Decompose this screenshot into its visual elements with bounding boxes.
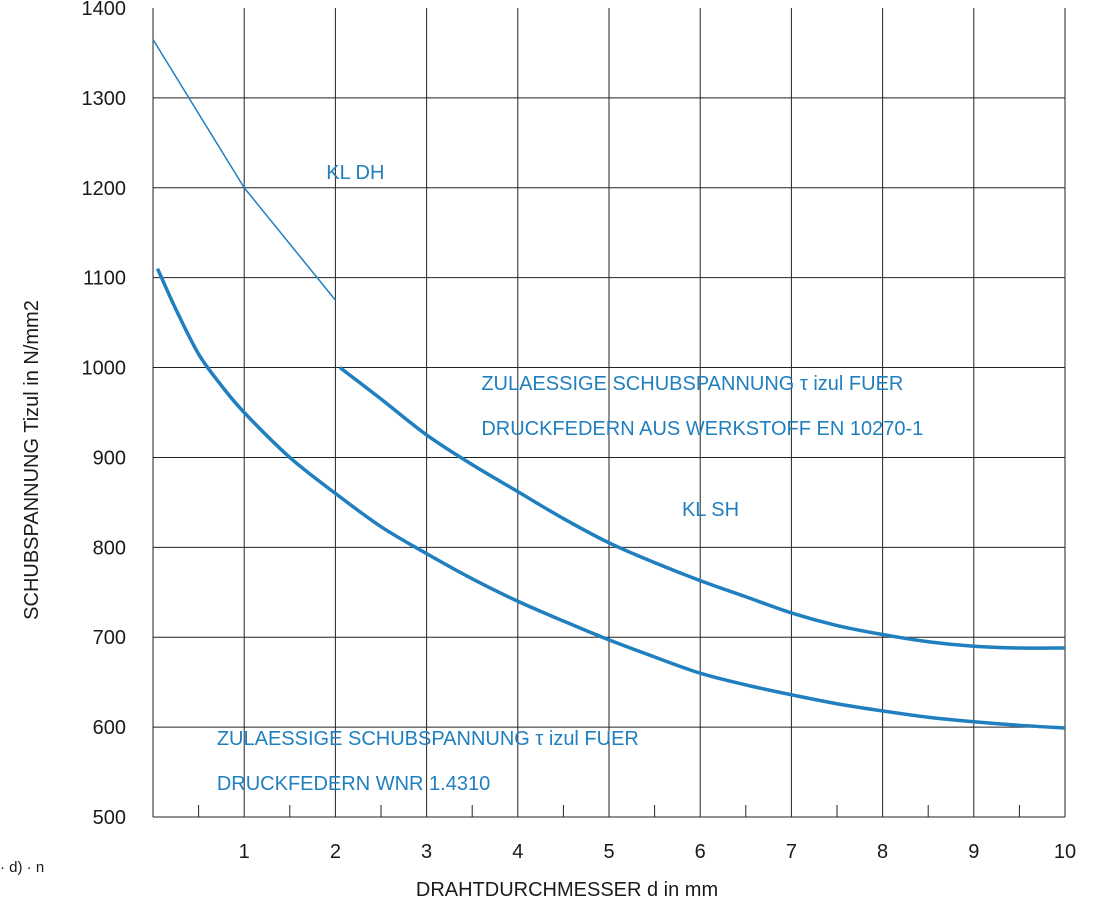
grid-layer xyxy=(152,8,1066,818)
y-tick-label: 600 xyxy=(93,717,126,739)
y-tick-label: 900 xyxy=(93,447,126,469)
y-tick-label: 1400 xyxy=(82,0,127,20)
x-tick-label: 8 xyxy=(877,841,888,863)
y-tick-label: 1100 xyxy=(83,268,126,290)
x-tick-label: 4 xyxy=(512,841,523,863)
annotation-label: ZULAESSIGE SCHUBSPANNUNG τ izul FUER xyxy=(217,728,639,750)
series-line xyxy=(338,366,1066,650)
x-tick-label: 7 xyxy=(786,841,797,863)
x-tick-label: 9 xyxy=(968,841,979,863)
y-tick-label: 800 xyxy=(93,537,126,559)
series-line xyxy=(152,39,336,301)
x-tick-label: 5 xyxy=(603,841,614,863)
y-tick-label: 1300 xyxy=(82,88,127,110)
annotation-label: KL DH xyxy=(326,162,384,184)
x-tick-label: 6 xyxy=(695,841,706,863)
y-tick-label: 1000 xyxy=(82,358,127,380)
annotation-label: DRUCKFEDERN WNR 1.4310 xyxy=(217,773,490,795)
fragment-text: · d) · n xyxy=(0,859,44,876)
y-axis-title: SCHUBSPANNUNG Tizul in N/mm2 xyxy=(21,300,43,620)
x-tick-label: 3 xyxy=(421,841,432,863)
y-tick-label: 500 xyxy=(93,807,126,829)
x-axis-title: DRAHTDURCHMESSER d in mm xyxy=(416,879,718,901)
series-line xyxy=(155,267,1066,730)
series-layer xyxy=(152,39,1066,730)
x-tick-label: 2 xyxy=(330,841,341,863)
x-tick-label: 1 xyxy=(239,841,250,863)
tick-layer: 1 2 3 4 5 6 7 8 9 10 500 600 700 800 900 1000 1100 1200 13… xyxy=(82,0,1077,863)
annotation-layer: KL DH KL SH ZULAESSIGE SCHUBSPANNUNG τ izu… xyxy=(217,162,923,795)
annotation-label: DRUCKFEDERN AUS WERKSTOFF EN 10270-1 xyxy=(481,418,923,440)
annotation-label: ZULAESSIGE SCHUBSPANNUNG τ izul FUER xyxy=(481,373,903,395)
annotation-label: KL SH xyxy=(682,499,739,521)
x-tick-label: 10 xyxy=(1054,841,1076,863)
y-tick-label: 700 xyxy=(93,627,126,649)
y-tick-label: 1200 xyxy=(82,178,127,200)
